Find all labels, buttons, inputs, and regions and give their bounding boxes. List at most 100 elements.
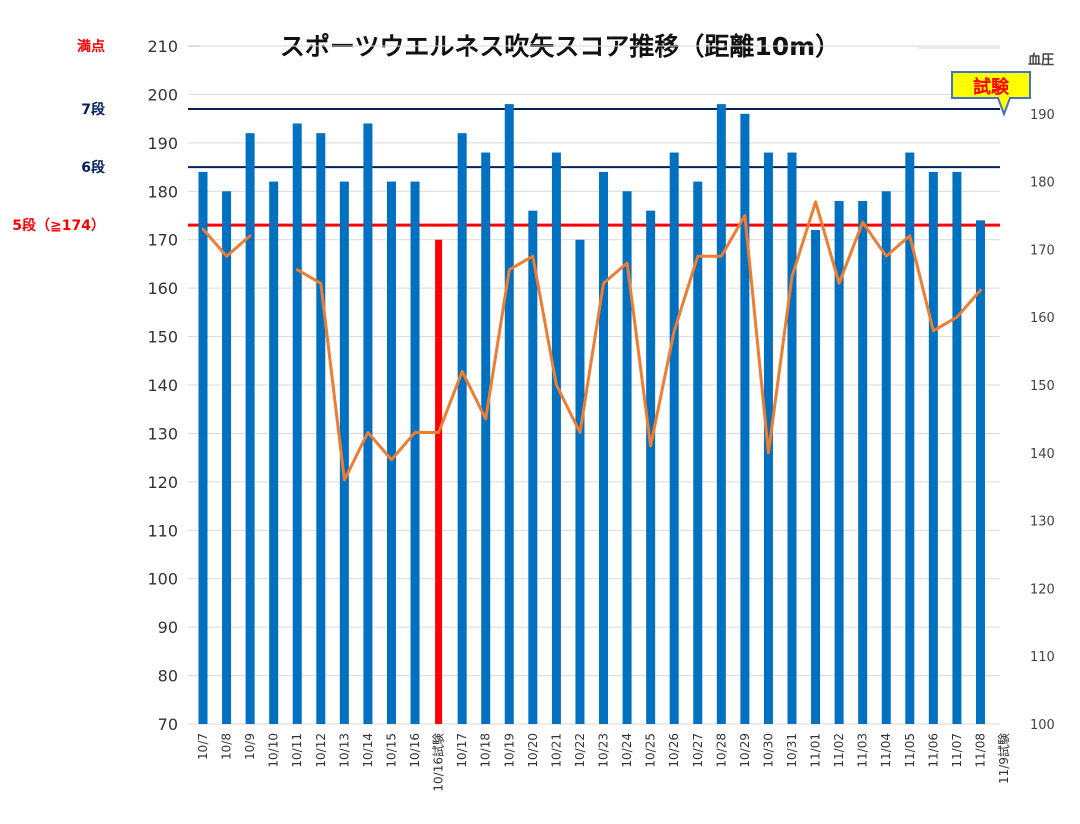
y-tick-label: 90 (158, 618, 178, 637)
bar (481, 152, 491, 725)
y2-tick-label: 190 (1030, 108, 1055, 123)
callout-bubble (951, 71, 1031, 117)
bar (528, 210, 538, 724)
bar (316, 133, 326, 724)
reference-label: 満点 (77, 38, 105, 55)
x-tick-label: 11/02 (832, 733, 846, 768)
bar (386, 181, 396, 725)
bar (646, 210, 656, 724)
x-tick-label: 10/7 (196, 733, 210, 760)
y-tick-label: 190 (147, 134, 178, 153)
y-tick-label: 110 (147, 521, 178, 540)
y2-tick-label: 120 (1030, 582, 1055, 597)
bar (599, 171, 609, 724)
x-tick-label: 10/30 (761, 733, 775, 768)
bar (339, 181, 349, 725)
x-tick-label: 10/13 (337, 733, 351, 768)
bar (198, 171, 208, 724)
x-tick-label: 10/10 (267, 733, 281, 768)
bar (811, 230, 821, 724)
x-tick-label: 11/03 (856, 733, 870, 768)
x-tick-label: 11/08 (973, 733, 987, 768)
x-tick-label: 10/15 (384, 733, 398, 768)
bar (222, 191, 232, 725)
x-tick-label: 10/8 (220, 733, 234, 760)
bar (245, 133, 255, 724)
axes: 70 80 90 100 110 120 130 140 150 160 170 180 190 200 2… (147, 37, 1054, 792)
bar (881, 191, 891, 725)
bar (716, 104, 726, 725)
x-tick-label: 11/05 (903, 733, 917, 768)
y-tick-label: 100 (147, 570, 178, 589)
y2-axis-label: 血圧 (1028, 52, 1054, 68)
grid-lines (188, 45, 1000, 725)
bar (363, 123, 373, 724)
bar (292, 123, 302, 724)
y-tick-label: 180 (147, 182, 178, 201)
bar (693, 181, 703, 725)
bar-series (198, 104, 985, 725)
reference-label: 6段 (81, 159, 105, 176)
x-tick-label: 10/16試験 (431, 733, 446, 792)
y2-tick-label: 180 (1030, 176, 1055, 191)
bar (834, 200, 844, 724)
x-tick-label: 10/23 (597, 733, 611, 768)
x-tick-label: 10/14 (361, 733, 375, 768)
x-tick-label: 11/07 (950, 733, 964, 768)
x-tick-label: 10/26 (667, 733, 681, 768)
x-tick-label: 10/19 (502, 733, 516, 768)
y-tick-label: 130 (147, 424, 178, 443)
x-tick-label: 10/20 (526, 733, 540, 768)
bar (575, 239, 585, 724)
x-tick-label: 10/27 (691, 733, 705, 768)
x-tick-label: 11/9試験 (996, 733, 1011, 784)
x-tick-label: 10/17 (455, 733, 469, 768)
x-tick-label: 10/21 (549, 733, 563, 768)
x-tick-label: 10/28 (714, 733, 728, 768)
reference-label: 5段（≧174） (12, 217, 105, 234)
x-tick-label: 10/16 (408, 733, 422, 768)
x-tick-label: 10/18 (479, 733, 493, 768)
y2-tick-label: 150 (1030, 379, 1055, 394)
bar (740, 113, 750, 725)
y2-tick-label: 110 (1030, 650, 1055, 665)
y2-tick-label: 140 (1030, 447, 1055, 462)
y-tick-label: 120 (147, 473, 178, 492)
callout-label: 試験 (973, 76, 1010, 98)
x-tick-label: 11/06 (926, 733, 940, 768)
bar (269, 181, 279, 725)
bar (669, 152, 679, 725)
y-tick-label: 170 (147, 231, 178, 250)
exam-callout: 試験 (951, 71, 1031, 117)
bar (457, 133, 467, 724)
bar (952, 171, 962, 724)
bar (435, 239, 443, 724)
x-tick-label: 10/31 (785, 733, 799, 768)
x-tick-label: 10/22 (573, 733, 587, 768)
y2-tick-label: 100 (1030, 718, 1055, 733)
x-tick-label: 10/25 (644, 733, 658, 768)
y-tick-label: 200 (147, 85, 178, 104)
y2-tick-label: 170 (1030, 243, 1055, 258)
y-tick-label: 80 (158, 667, 178, 686)
bar (975, 220, 985, 725)
y2-tick-label: 130 (1030, 515, 1055, 530)
reference-label: 7段 (81, 101, 105, 118)
bar (905, 152, 915, 725)
bar (622, 191, 632, 725)
y-tick-label: 150 (147, 328, 178, 347)
y-tick-label: 140 (147, 376, 178, 395)
x-tick-label: 10/29 (738, 733, 752, 768)
bp-line (201, 200, 982, 482)
x-tick-label: 10/9 (243, 733, 257, 760)
line-series (201, 200, 982, 482)
bar (410, 181, 420, 725)
x-tick-label: 11/04 (879, 733, 893, 768)
x-tick-label: 10/24 (620, 733, 634, 768)
bar (504, 104, 514, 725)
y-tick-label: 70 (158, 715, 178, 734)
y-tick-label: 160 (147, 279, 178, 298)
x-tick-label: 10/12 (314, 733, 328, 768)
